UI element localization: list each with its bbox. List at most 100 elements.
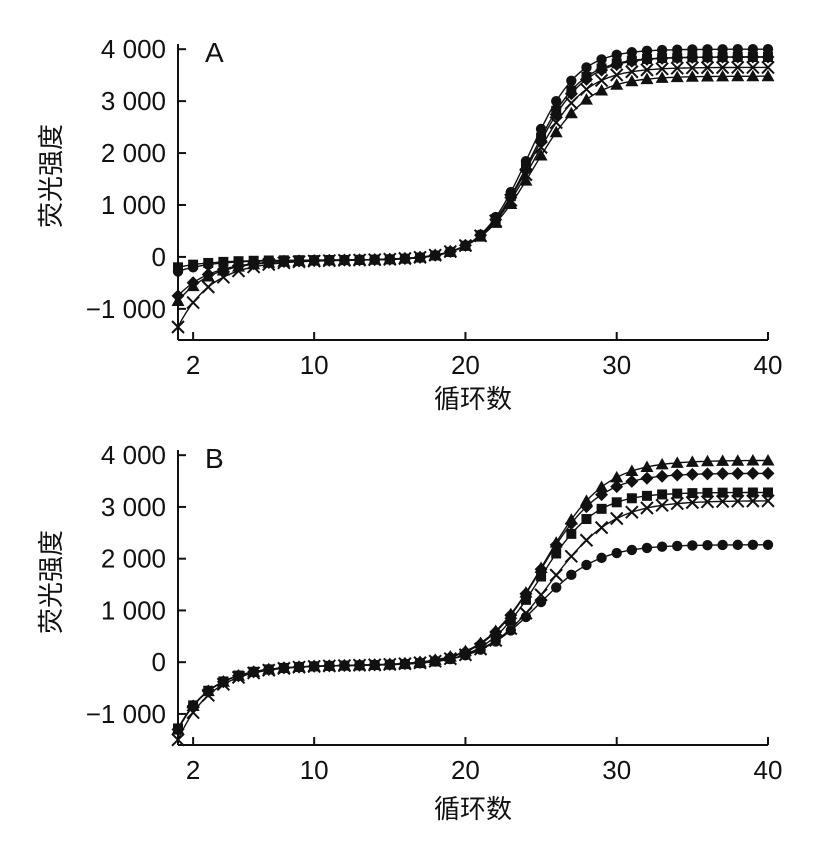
y-tick-label: 0: [152, 647, 166, 677]
data-point: [579, 533, 594, 547]
data-point: [216, 264, 230, 276]
data-point: [534, 149, 548, 161]
data-point: [687, 540, 698, 551]
data-point: [732, 487, 743, 498]
data-point: [581, 559, 592, 571]
data-point: [594, 520, 609, 535]
data-point: [384, 659, 395, 670]
data-point: [640, 72, 654, 85]
data-point: [670, 70, 684, 83]
data-point: [700, 467, 714, 481]
series-line: [177, 75, 768, 302]
data-point: [596, 552, 607, 564]
data-point: [731, 494, 745, 508]
data-point: [670, 468, 684, 482]
data-point: [383, 252, 397, 265]
data-point: [655, 498, 669, 513]
data-point: [579, 500, 593, 514]
data-point: [566, 528, 577, 539]
y-tick-label: 3 000: [101, 86, 166, 116]
data-point: [171, 733, 185, 747]
series-line: [177, 66, 768, 328]
data-point: [474, 230, 488, 242]
data-point: [687, 488, 698, 499]
data-point: [263, 664, 274, 675]
x-tick-label: 10: [300, 350, 329, 380]
y-tick-label: −1 000: [86, 699, 166, 729]
data-point: [171, 294, 185, 307]
data-point: [564, 516, 578, 530]
series-line: [177, 491, 768, 729]
data-point: [761, 466, 775, 480]
x-tick-label: 2: [186, 350, 200, 380]
data-point: [519, 163, 533, 177]
series-line: [177, 500, 768, 741]
data-point: [716, 50, 730, 64]
data-point: [564, 87, 578, 101]
series-square: [173, 51, 773, 273]
data-point: [640, 460, 654, 472]
data-point: [655, 62, 669, 76]
data-point: [761, 494, 775, 508]
data-point: [201, 270, 215, 282]
data-point: [763, 487, 773, 498]
data-point: [715, 60, 730, 75]
series-line: [177, 56, 768, 268]
data-point: [731, 60, 745, 75]
data-point: [702, 44, 713, 55]
data-point: [640, 501, 654, 515]
data-point: [731, 454, 745, 466]
data-point: [581, 62, 592, 73]
x-tick-label: 30: [602, 755, 631, 785]
data-point: [549, 568, 563, 582]
data-point: [292, 254, 306, 267]
data-point: [641, 542, 653, 554]
data-point: [596, 54, 607, 65]
data-point: [186, 295, 200, 310]
data-point: [746, 454, 760, 466]
data-point: [656, 44, 668, 56]
data-point: [670, 456, 684, 468]
data-point: [429, 656, 441, 667]
data-point: [173, 262, 183, 273]
data-point: [549, 125, 563, 138]
data-point: [746, 494, 760, 508]
data-point: [203, 685, 214, 697]
data-point: [762, 539, 774, 550]
data-point: [201, 280, 215, 294]
series-circle: [172, 539, 774, 735]
data-point: [610, 78, 624, 90]
data-point: [566, 75, 577, 86]
data-point: [747, 487, 758, 498]
data-point: [324, 660, 335, 672]
data-point: [702, 539, 713, 551]
series-diamond: [171, 50, 775, 303]
x-tick-label: 2: [186, 755, 200, 785]
data-point: [611, 497, 622, 508]
data-point: [610, 68, 624, 82]
data-point: [746, 50, 760, 64]
data-point: [248, 666, 259, 678]
data-point: [610, 470, 624, 483]
data-point: [534, 140, 548, 155]
panel-label: A: [205, 37, 224, 68]
data-point: [715, 494, 730, 509]
series-triangle: [171, 453, 775, 735]
data-point: [731, 69, 745, 82]
data-point: [369, 659, 380, 671]
data-point: [579, 93, 593, 105]
data-point: [489, 216, 503, 228]
series-diamond: [171, 466, 775, 736]
data-point: [247, 257, 261, 270]
x-tick-label: 20: [451, 350, 480, 380]
data-point: [640, 63, 654, 77]
data-point: [520, 594, 531, 605]
data-point: [761, 69, 775, 82]
data-point: [687, 44, 698, 55]
data-point: [594, 73, 609, 88]
data-point: [626, 544, 638, 556]
data-point: [278, 662, 290, 674]
data-point: [702, 487, 713, 498]
data-point: [354, 660, 365, 671]
